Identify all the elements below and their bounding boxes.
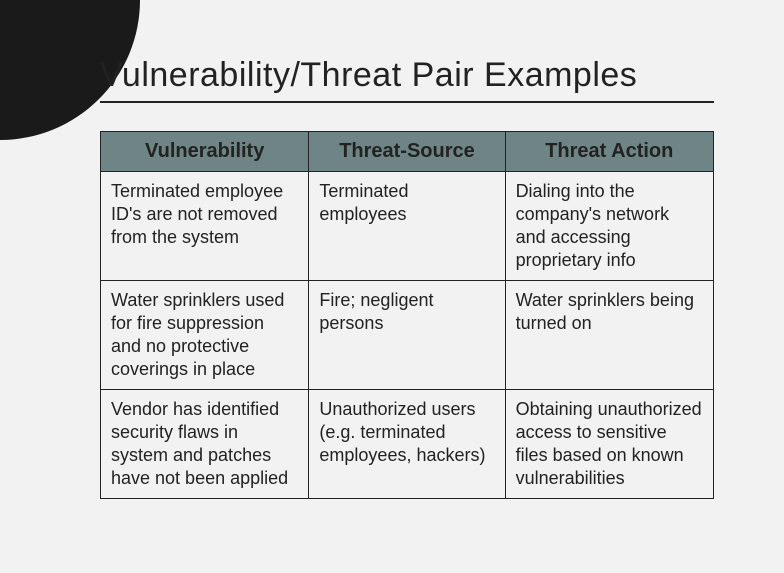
cell-threat-source: Fire; negligent persons [309, 281, 505, 390]
cell-threat-action: Obtaining unauthorized access to sensiti… [505, 390, 713, 499]
table-row: Terminated employee ID's are not removed… [101, 172, 714, 281]
cell-threat-action: Dialing into the company's network and a… [505, 172, 713, 281]
table-row: Water sprinklers used for fire suppressi… [101, 281, 714, 390]
cell-threat-action: Water sprinklers being turned on [505, 281, 713, 390]
slide-content: Vulnerability/Threat Pair Examples Vulne… [0, 0, 784, 529]
col-header-threat-action: Threat Action [505, 132, 713, 172]
cell-threat-source: Terminated employees [309, 172, 505, 281]
table-header-row: Vulnerability Threat-Source Threat Actio… [101, 132, 714, 172]
table-row: Vendor has identified security flaws in … [101, 390, 714, 499]
cell-vulnerability: Terminated employee ID's are not removed… [101, 172, 309, 281]
col-header-vulnerability: Vulnerability [101, 132, 309, 172]
title-underline [100, 101, 714, 103]
col-header-threat-source: Threat-Source [309, 132, 505, 172]
cell-vulnerability: Water sprinklers used for fire suppressi… [101, 281, 309, 390]
slide-title: Vulnerability/Threat Pair Examples [100, 56, 714, 95]
cell-threat-source: Unauthorized users (e.g. terminated empl… [309, 390, 505, 499]
threat-table: Vulnerability Threat-Source Threat Actio… [100, 131, 714, 499]
cell-vulnerability: Vendor has identified security flaws in … [101, 390, 309, 499]
